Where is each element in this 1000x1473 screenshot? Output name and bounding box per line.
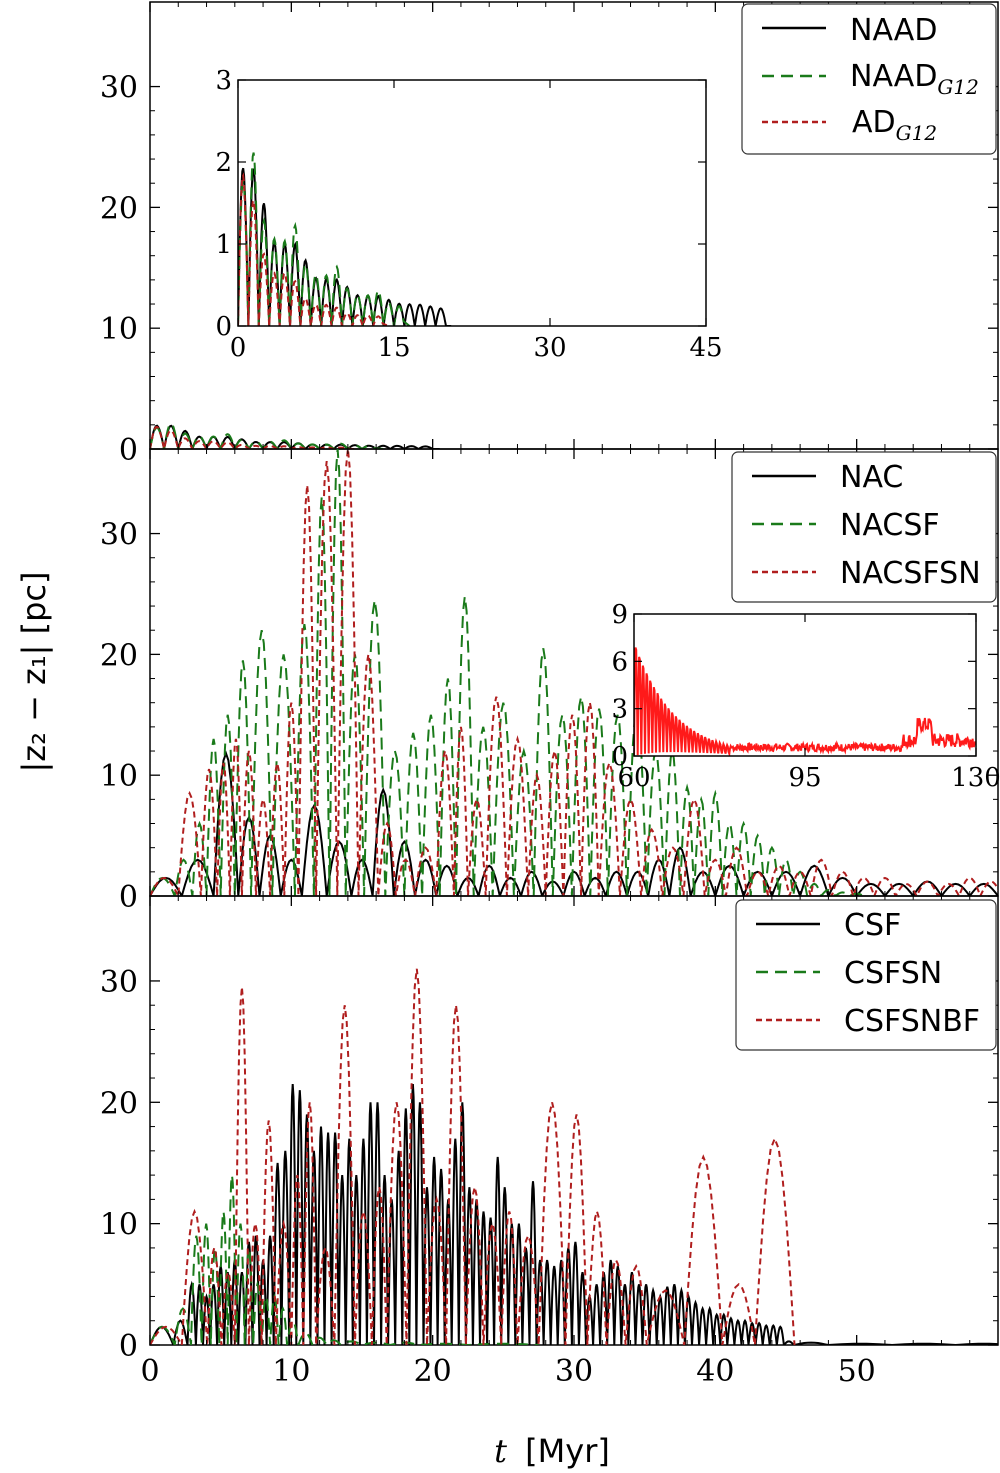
y-tick-label: 0 — [119, 1329, 138, 1364]
y-tick-label: 10 — [100, 759, 138, 794]
legend-label-nacsf: NACSF — [840, 508, 940, 543]
inset-y-tick-label: 0 — [611, 742, 628, 772]
x-axis-label-unit: [Myr] — [525, 1432, 610, 1470]
legend: NAAD NAADG12 ADG12 — [741, 3, 997, 155]
series-csf — [150, 1084, 998, 1345]
y-tick-label: 20 — [100, 191, 138, 226]
inset-x-tick-label: 0 — [230, 333, 247, 363]
legend-label-ad-g12: ADG12 — [852, 105, 937, 145]
inset-x-tick-label: 60 — [617, 763, 650, 793]
legend-label-nacsfsn: NACSFSN — [840, 556, 981, 591]
inset-x-tick-label: 15 — [377, 333, 410, 363]
inset-y-tick-label: 9 — [611, 600, 628, 630]
inset-x-tick-label: 30 — [533, 333, 566, 363]
legend-label-naad-g12: NAADG12 — [850, 59, 979, 99]
inset-y-tick-label: 1 — [215, 230, 232, 260]
inset-x-tick-label: 95 — [788, 763, 821, 793]
inset-y-tick-label: 3 — [215, 66, 232, 96]
y-axis-label: |z₂ − z₁| [pc] — [15, 571, 53, 772]
legend-label-nac: NAC — [840, 460, 903, 495]
inset-x-tick-label: 130 — [951, 763, 1000, 793]
inset-frame — [237, 79, 707, 327]
y-tick-label: 10 — [100, 1208, 138, 1243]
legend-box — [735, 899, 997, 1051]
y-tick-label: 30 — [100, 71, 138, 106]
legend: CSF CSFSN CSFSNBF — [735, 899, 997, 1051]
legend-label-naad: NAAD — [850, 13, 937, 48]
panel-middle: 0 10 20 30 NAC NACSF NACSFSN 60 95 130 0 3 6 9 — [100, 448, 1000, 915]
series-csfsnbf — [150, 968, 796, 1345]
y-tick-label: 20 — [100, 638, 138, 673]
inset-middle: 60 95 130 0 3 6 9 — [611, 600, 1000, 793]
inset-series-nacsfsn — [634, 647, 976, 756]
x-tick-label: 20 — [414, 1354, 452, 1389]
inset-top: 0 15 30 45 0 1 2 3 — [215, 66, 722, 363]
x-tick-label: 0 — [140, 1354, 159, 1389]
inset-y-tick-label: 3 — [611, 695, 628, 725]
series-nac — [150, 750, 998, 896]
y-tick-label: 0 — [119, 433, 138, 468]
series-naad-g12 — [150, 422, 384, 449]
y-tick-label: 10 — [100, 312, 138, 347]
inset-y-tick-label: 6 — [611, 647, 628, 677]
series-ad-g12 — [150, 425, 355, 449]
legend: NAC NACSF NACSFSN — [731, 451, 997, 603]
x-tick-label: 30 — [555, 1354, 593, 1389]
legend-label-csfsn: CSFSN — [844, 956, 942, 991]
y-tick-label: 20 — [100, 1086, 138, 1121]
x-tick-label: 40 — [696, 1354, 734, 1389]
inset-y-tick-label: 2 — [215, 148, 232, 178]
x-tick-label: 10 — [272, 1354, 310, 1389]
legend-label-csf: CSF — [844, 908, 901, 943]
y-tick-label: 30 — [100, 518, 138, 553]
legend-label-csfsnbf: CSFSNBF — [844, 1004, 980, 1039]
x-axis-label: t [Myr] — [494, 1432, 610, 1470]
inset-y-tick-label: 0 — [215, 312, 232, 342]
series-nacsfsn — [150, 449, 998, 896]
panel-top: 0 10 20 30 0 15 30 45 0 1 2 3 NAAD NAADG12 ADG12 — [100, 1, 999, 468]
inset-background — [238, 80, 706, 326]
y-tick-label: 0 — [119, 880, 138, 915]
panel-bottom: 0 10 20 30 0 10 20 30 40 50 CSF CSFSN CSFSNBF — [100, 895, 999, 1389]
y-tick-label: 30 — [100, 965, 138, 1000]
legend-box — [731, 451, 997, 603]
x-axis-label-variable: t — [494, 1432, 507, 1470]
inset-x-tick-label: 45 — [689, 333, 722, 363]
legend-box — [741, 3, 997, 155]
x-tick-label: 50 — [838, 1354, 876, 1389]
inset-series-naad-g12 — [238, 152, 411, 326]
